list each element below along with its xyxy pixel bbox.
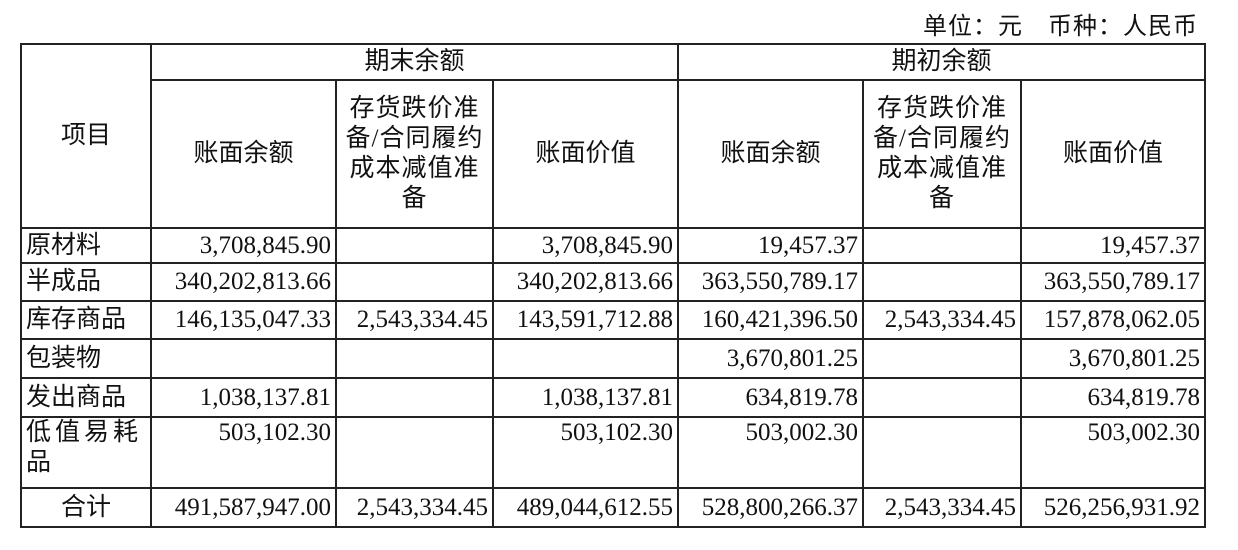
cell-begin-value: 526,256,931.92 (1020, 487, 1206, 528)
cell-end-value: 489,044,612.55 (492, 487, 679, 528)
cell-begin-provision (862, 416, 1022, 489)
cell-end-provision (335, 338, 494, 379)
table-row: 库存商品 146,135,047.33 2,543,334.45 143,591,71… (20, 300, 1206, 340)
cell-begin-provision (862, 262, 1022, 302)
cell-end-value: 143,591,712.88 (492, 300, 679, 340)
cell-end-balance: 3,708,845.90 (150, 227, 337, 264)
cell-end-value: 503,102.30 (492, 416, 679, 489)
cell-begin-balance: 160,421,396.50 (677, 300, 864, 340)
cell-end-balance: 491,587,947.00 (150, 487, 337, 528)
cell-begin-balance: 19,457.37 (677, 227, 864, 264)
cell-item: 库存商品 (20, 300, 152, 340)
cell-begin-balance: 503,002.30 (677, 416, 864, 489)
header-begin-book-balance: 账面余额 (677, 79, 864, 229)
cell-begin-provision (862, 227, 1022, 264)
cell-end-provision: 2,543,334.45 (335, 487, 494, 528)
cell-item: 发出商品 (20, 377, 152, 418)
cell-end-provision (335, 227, 494, 264)
cell-item: 原材料 (20, 227, 152, 264)
cell-begin-provision (862, 338, 1022, 379)
cell-begin-balance: 363,550,789.17 (677, 262, 864, 302)
cell-begin-value: 3,670,801.25 (1020, 338, 1206, 379)
header-begin-book-value: 账面价值 (1020, 79, 1206, 229)
table-row: 包装物 3,670,801.25 3,670,801.25 (20, 338, 1206, 379)
cell-end-value: 3,708,845.90 (492, 227, 679, 264)
cell-begin-provision: 2,543,334.45 (862, 487, 1022, 528)
cell-end-provision: 2,543,334.45 (335, 300, 494, 340)
table-row: 半成品 340,202,813.66 340,202,813.66 363,550,7… (20, 262, 1206, 302)
cell-item: 合计 (20, 487, 152, 528)
cell-begin-value: 363,550,789.17 (1020, 262, 1206, 302)
table-row-total: 合计 491,587,947.00 2,543,334.45 489,044,6… (20, 487, 1206, 528)
cell-end-value: 340,202,813.66 (492, 262, 679, 302)
header-item: 项目 (20, 43, 152, 229)
cell-end-balance: 340,202,813.66 (150, 262, 337, 302)
cell-end-provision (335, 416, 494, 489)
cell-item: 半成品 (20, 262, 152, 302)
cell-item: 低值易耗品 (20, 416, 152, 489)
header-end-provision: 存货跌价准备/合同履约成本减值准备 (335, 79, 494, 229)
cell-end-provision (335, 377, 494, 418)
cell-end-balance: 1,038,137.81 (150, 377, 337, 418)
cell-end-balance: 146,135,047.33 (150, 300, 337, 340)
table-row: 原材料 3,708,845.90 3,708,845.90 19,457.37 19,4… (20, 227, 1206, 264)
cell-begin-balance: 634,819.78 (677, 377, 864, 418)
cell-begin-value: 634,819.78 (1020, 377, 1206, 418)
cell-end-provision (335, 262, 494, 302)
cell-end-balance (150, 338, 337, 379)
cell-end-balance: 503,102.30 (150, 416, 337, 489)
cell-begin-provision: 2,543,334.45 (862, 300, 1022, 340)
cell-end-value (492, 338, 679, 379)
cell-item: 包装物 (20, 338, 152, 379)
cell-begin-provision (862, 377, 1022, 418)
inventory-table: 项目 期末余额 期初余额 账面余额 存货跌价准备/合同履约成本减值准备 账面价值… (20, 43, 1206, 528)
cell-begin-value: 503,002.30 (1020, 416, 1206, 489)
cell-begin-value: 157,878,062.05 (1020, 300, 1206, 340)
cell-end-value: 1,038,137.81 (492, 377, 679, 418)
cell-begin-value: 19,457.37 (1020, 227, 1206, 264)
header-end-book-balance: 账面余额 (150, 79, 337, 229)
header-group-begin: 期初余额 (677, 43, 1206, 81)
header-group-end: 期末余额 (150, 43, 679, 81)
cell-begin-balance: 3,670,801.25 (677, 338, 864, 379)
table-row: 低值易耗品 503,102.30 503,102.30 503,002.30 503,0… (20, 416, 1206, 489)
unit-currency-note: 单位：元 币种：人民币 (923, 14, 1198, 40)
header-end-book-value: 账面价值 (492, 79, 679, 229)
header-begin-provision: 存货跌价准备/合同履约成本减值准备 (862, 79, 1022, 229)
cell-begin-balance: 528,800,266.37 (677, 487, 864, 528)
table-row: 发出商品 1,038,137.81 1,038,137.81 634,819.78 63… (20, 377, 1206, 418)
